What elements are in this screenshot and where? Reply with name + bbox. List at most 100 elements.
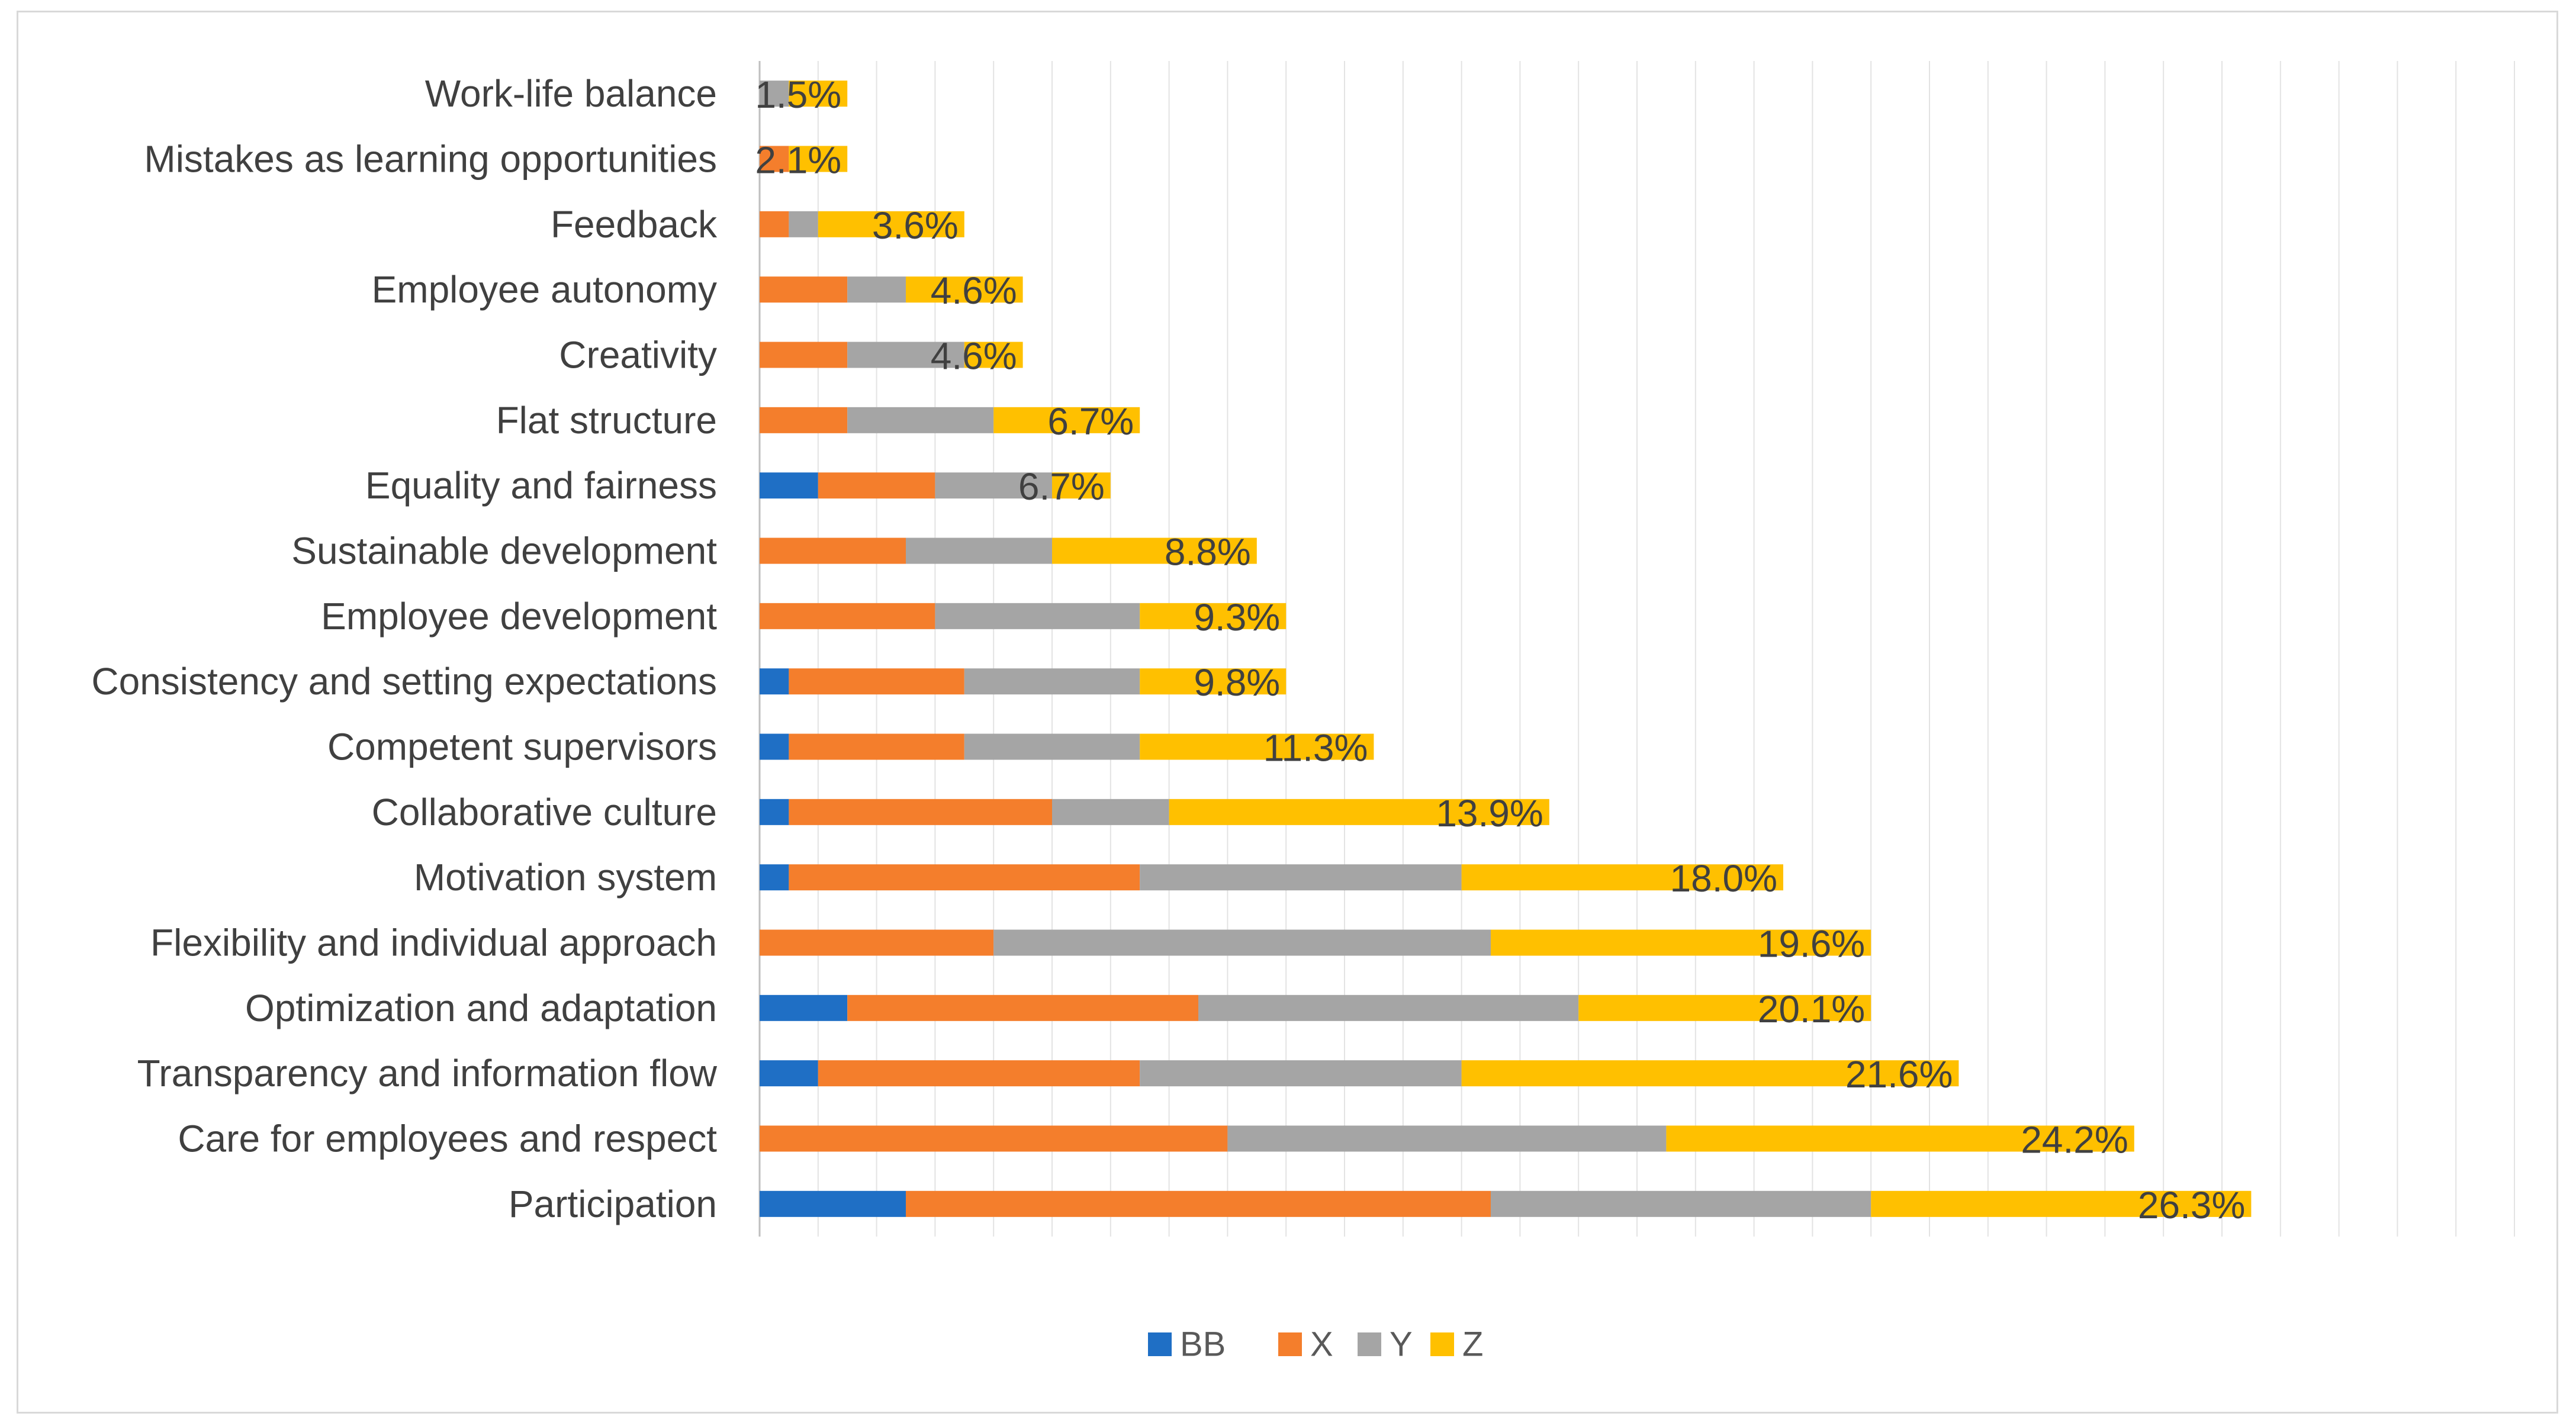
data-label: 24.2%: [2021, 1119, 2128, 1161]
data-label: 6.7%: [1018, 465, 1105, 508]
legend-swatch: [1278, 1332, 1302, 1356]
category-label: Feedback: [551, 203, 718, 246]
bar-x-care-for-employees-and-respect: [760, 1125, 1228, 1152]
bar-row-sustainable-development: [760, 537, 1257, 564]
stacked-bar-chart: Participation Care for employees and resp…: [91, 61, 2515, 1364]
bar-x-sustainable-development: [760, 537, 906, 564]
data-label: 9.8%: [1194, 661, 1280, 704]
bar-x-flexibility-and-individual-approach: [760, 929, 994, 956]
category-label: Competent supervisors: [327, 726, 717, 768]
data-label: 9.3%: [1194, 596, 1280, 639]
bar-row-optimization-and-adaptation: [760, 994, 1871, 1021]
data-label: 8.8%: [1165, 531, 1251, 574]
bar-row-mistakes-as-learning-opportunities: [760, 146, 848, 172]
category-label: Employee development: [321, 595, 717, 638]
bar-y-flexibility-and-individual-approach: [993, 929, 1491, 956]
data-label: 26.3%: [2138, 1184, 2245, 1227]
bar-y-transparency-and-information-flow: [1140, 1060, 1462, 1087]
legend-label: Y: [1390, 1325, 1413, 1364]
data-label: 6.7%: [1047, 400, 1134, 443]
bar-row-employee-autonomy: [760, 276, 1023, 303]
bar-x-optimization-and-adaptation: [847, 994, 1198, 1021]
bar-x-mistakes-as-learning-opportunities: [760, 146, 789, 172]
bar-y-feedback: [789, 211, 818, 237]
bar-y-equality-and-fairness: [935, 472, 1052, 499]
data-label: 21.6%: [1845, 1053, 1953, 1096]
bar-z-feedback: [818, 211, 964, 237]
legend-label: X: [1310, 1325, 1333, 1364]
category-labels: Participation Care for employees and resp…: [91, 72, 718, 1225]
bar-row-participation: [760, 1190, 2252, 1217]
bar-x-consistency-and-setting-expectations: [789, 668, 964, 695]
bar-row-flat-structure: [760, 407, 1140, 433]
bar-bb-motivation-system: [760, 864, 789, 891]
bar-z-employee-autonomy: [906, 276, 1023, 303]
bar-row-collaborative-culture: [760, 799, 1549, 825]
bar-bb-participation: [760, 1190, 906, 1217]
bar-y-consistency-and-setting-expectations: [964, 668, 1140, 695]
bar-z-collaborative-culture: [1169, 799, 1549, 825]
bar-y-participation: [1491, 1190, 1871, 1217]
data-label: 18.0%: [1670, 857, 1777, 900]
category-label: Creativity: [559, 334, 717, 376]
bar-y-care-for-employees-and-respect: [1227, 1125, 1667, 1152]
legend-label: Z: [1462, 1325, 1483, 1364]
bar-y-motivation-system: [1140, 864, 1462, 891]
category-label: Work-life balance: [425, 72, 717, 115]
bar-y-employee-development: [935, 603, 1140, 629]
legend-swatch: [1148, 1332, 1172, 1356]
bar-row-feedback: [760, 211, 964, 237]
bar-x-motivation-system: [789, 864, 1140, 891]
bar-row-competent-supervisors: [760, 733, 1374, 760]
bar-x-employee-development: [760, 603, 935, 629]
bar-y-collaborative-culture: [1052, 799, 1169, 825]
bar-x-feedback: [760, 211, 789, 237]
data-label: 19.6%: [1758, 923, 1865, 965]
bar-y-flat-structure: [847, 407, 994, 433]
bar-z-equality-and-fairness: [1052, 472, 1111, 499]
chart-frame: Participation Care for employees and resp…: [17, 11, 2558, 1414]
bar-row-employee-development: [760, 603, 1287, 629]
bar-row-consistency-and-setting-expectations: [760, 668, 1287, 695]
data-labels: 26.3%24.2% 21.6% 20.1% 19.6% 18.0% 13.9% 11.3%…: [755, 73, 2245, 1227]
legend-swatch: [1358, 1332, 1381, 1356]
bar-y-optimization-and-adaptation: [1198, 994, 1579, 1021]
bar-row-creativity: [760, 342, 1023, 368]
bar-row-work-life-balance: [760, 81, 848, 107]
bar-y-competent-supervisors: [964, 733, 1140, 760]
bar-row-equality-and-fairness: [760, 472, 1111, 499]
bar-z-motivation-system: [1461, 864, 1783, 891]
data-label: 4.6%: [931, 335, 1017, 378]
bar-y-creativity: [847, 342, 964, 368]
bar-bb-optimization-and-adaptation: [760, 994, 848, 1021]
legend-swatch: [1430, 1332, 1454, 1356]
bar-x-creativity: [760, 342, 848, 368]
bar-y-work-life-balance: [760, 81, 789, 107]
data-label: 4.6%: [931, 269, 1017, 312]
bar-z-flat-structure: [993, 407, 1140, 433]
bar-z-competent-supervisors: [1140, 733, 1374, 760]
bar-z-optimization-and-adaptation: [1578, 994, 1871, 1021]
gridlines: [758, 61, 2515, 1237]
category-label: Sustainable development: [291, 530, 717, 572]
bar-x-employee-autonomy: [760, 276, 848, 303]
legend: BB X Y Z: [1148, 1325, 1483, 1364]
bar-x-equality-and-fairness: [818, 472, 935, 499]
bar-x-participation: [906, 1190, 1491, 1217]
bar-z-creativity: [964, 342, 1023, 368]
bar-bb-transparency-and-information-flow: [760, 1060, 818, 1087]
bar-z-mistakes-as-learning-opportunities: [789, 146, 848, 172]
bar-bb-competent-supervisors: [760, 733, 789, 760]
category-label: Transparency and information flow: [137, 1052, 718, 1095]
category-label: Flexibility and individual approach: [150, 922, 717, 964]
data-label: 1.5%: [755, 73, 841, 116]
category-label: Employee autonomy: [372, 268, 717, 311]
bar-bb-consistency-and-setting-expectations: [760, 668, 789, 695]
bar-x-transparency-and-information-flow: [818, 1060, 1140, 1087]
category-label: Care for employees and respect: [178, 1118, 717, 1160]
category-label: Flat structure: [496, 399, 717, 442]
category-label: Consistency and setting expectations: [91, 660, 717, 703]
bar-x-competent-supervisors: [789, 733, 964, 760]
bar-bb-collaborative-culture: [760, 799, 789, 825]
legend-item-z: Z: [1430, 1325, 1483, 1364]
